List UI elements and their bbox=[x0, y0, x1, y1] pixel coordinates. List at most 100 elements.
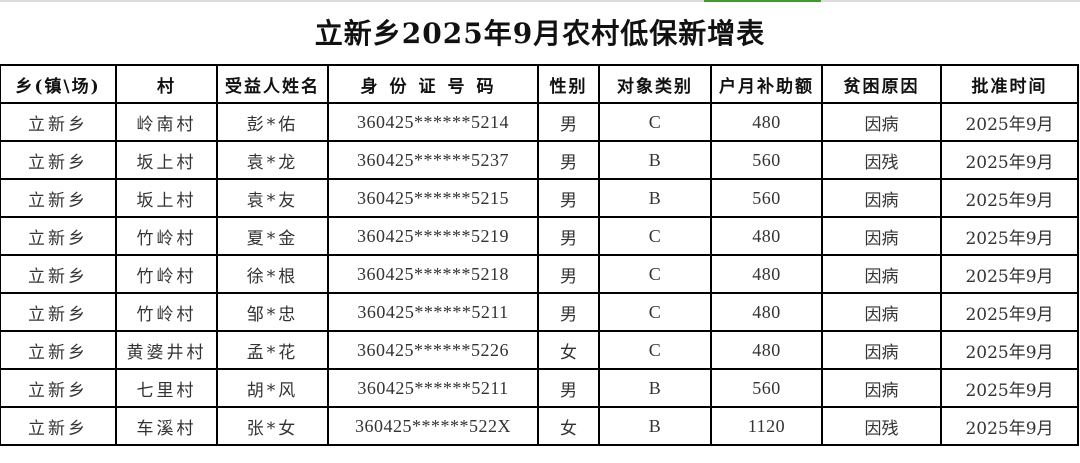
cell-category[interactable]: B bbox=[598, 368, 712, 408]
cell-gender[interactable]: 男 bbox=[537, 178, 600, 218]
table-row: 立新乡 坂上村 袁*友 360425******5215 男 B 560 因病 2025年9月 bbox=[0, 178, 1079, 218]
cell-township[interactable]: 立新乡 bbox=[0, 216, 117, 256]
cell-township[interactable]: 立新乡 bbox=[0, 178, 117, 218]
column-header-id-number[interactable]: 身份证号码 bbox=[327, 64, 539, 104]
cell-id-number[interactable]: 360425******5219 bbox=[327, 216, 539, 256]
cell-monthly-subsidy[interactable]: 480 bbox=[710, 102, 823, 142]
cell-id-number[interactable]: 360425******5214 bbox=[327, 102, 539, 142]
cell-id-number[interactable]: 360425******5215 bbox=[327, 178, 539, 218]
cell-gender[interactable]: 男 bbox=[537, 368, 600, 408]
cell-monthly-subsidy[interactable]: 1120 bbox=[710, 406, 823, 446]
cell-gender[interactable]: 女 bbox=[537, 330, 600, 370]
table-row: 立新乡 车溪村 张*女 360425******522X 女 B 1120 因残 2025年9月 bbox=[0, 406, 1079, 446]
cell-monthly-subsidy[interactable]: 480 bbox=[710, 254, 823, 294]
cell-name[interactable]: 夏*金 bbox=[216, 216, 329, 256]
column-header-category[interactable]: 对象类别 bbox=[598, 64, 712, 104]
cell-poverty-reason[interactable]: 因病 bbox=[821, 368, 942, 408]
cell-category[interactable]: B bbox=[598, 178, 712, 218]
cell-id-number[interactable]: 360425******5237 bbox=[327, 140, 539, 180]
cell-category[interactable]: C bbox=[598, 216, 712, 256]
cell-gender[interactable]: 男 bbox=[537, 140, 600, 180]
cell-approval-date[interactable]: 2025年9月 bbox=[940, 292, 1079, 332]
cell-category[interactable]: C bbox=[598, 102, 712, 142]
cell-poverty-reason[interactable]: 因病 bbox=[821, 178, 942, 218]
cell-village[interactable]: 车溪村 bbox=[115, 406, 218, 446]
cell-id-number[interactable]: 360425******5226 bbox=[327, 330, 539, 370]
cell-village[interactable]: 七里村 bbox=[115, 368, 218, 408]
cell-monthly-subsidy[interactable]: 560 bbox=[710, 140, 823, 180]
cell-approval-date[interactable]: 2025年9月 bbox=[940, 406, 1079, 446]
cell-village[interactable]: 竹岭村 bbox=[115, 216, 218, 256]
cell-monthly-subsidy[interactable]: 480 bbox=[710, 216, 823, 256]
table-row: 立新乡 竹岭村 徐*根 360425******5218 男 C 480 因病 2025年9月 bbox=[0, 254, 1079, 294]
cell-approval-date[interactable]: 2025年9月 bbox=[940, 178, 1079, 218]
cell-name[interactable]: 袁*龙 bbox=[216, 140, 329, 180]
cell-id-number[interactable]: 360425******522X bbox=[327, 406, 539, 446]
table-row: 立新乡 七里村 胡*风 360425******5211 男 B 560 因病 2025年9月 bbox=[0, 368, 1079, 408]
cell-gender[interactable]: 女 bbox=[537, 406, 600, 446]
cell-village[interactable]: 竹岭村 bbox=[115, 292, 218, 332]
cell-category[interactable]: C bbox=[598, 330, 712, 370]
cell-approval-date[interactable]: 2025年9月 bbox=[940, 102, 1079, 142]
cell-poverty-reason[interactable]: 因病 bbox=[821, 330, 942, 370]
cell-approval-date[interactable]: 2025年9月 bbox=[940, 140, 1079, 180]
cell-id-number[interactable]: 360425******5211 bbox=[327, 292, 539, 332]
cell-category[interactable]: C bbox=[598, 254, 712, 294]
cell-township[interactable]: 立新乡 bbox=[0, 254, 117, 294]
cell-name[interactable]: 徐*根 bbox=[216, 254, 329, 294]
cell-township[interactable]: 立新乡 bbox=[0, 368, 117, 408]
cell-monthly-subsidy[interactable]: 480 bbox=[710, 292, 823, 332]
table-row: 立新乡 竹岭村 邹*忠 360425******5211 男 C 480 因病 2025年9月 bbox=[0, 292, 1079, 332]
header-row: 乡(镇\场) 村受益人姓名 身份证号码 性别 对象类别 户月补助额 贫困原因 批准时间 bbox=[0, 64, 1079, 104]
cell-name[interactable]: 袁*友 bbox=[216, 178, 329, 218]
cell-approval-date[interactable]: 2025年9月 bbox=[940, 330, 1079, 370]
cell-poverty-reason[interactable]: 因病 bbox=[821, 254, 942, 294]
page-title: 立新乡2025年9月农村低保新增表 bbox=[314, 17, 766, 50]
cell-category[interactable]: B bbox=[598, 406, 712, 446]
cell-village[interactable]: 坂上村 bbox=[115, 178, 218, 218]
cell-poverty-reason[interactable]: 因病 bbox=[821, 102, 942, 142]
cell-poverty-reason[interactable]: 因病 bbox=[821, 216, 942, 256]
table-row: 立新乡 岭南村 彭*佑 360425******5214 男 C 480 因病 2025年9月 bbox=[0, 102, 1079, 142]
cell-monthly-subsidy[interactable]: 560 bbox=[710, 368, 823, 408]
cell-monthly-subsidy[interactable]: 560 bbox=[710, 178, 823, 218]
cell-township[interactable]: 立新乡 bbox=[0, 102, 117, 142]
cell-gender[interactable]: 男 bbox=[537, 102, 600, 142]
data-table: 乡(镇\场) 村受益人姓名 身份证号码 性别 对象类别 户月补助额 贫困原因 批准时间 立新乡… bbox=[0, 64, 1079, 446]
cell-village[interactable]: 黄婆井村 bbox=[115, 330, 218, 370]
cell-approval-date[interactable]: 2025年9月 bbox=[940, 216, 1079, 256]
column-header-township[interactable]: 乡(镇\场) bbox=[0, 64, 117, 104]
cell-village[interactable]: 坂上村 bbox=[115, 140, 218, 180]
cell-township[interactable]: 立新乡 bbox=[0, 330, 117, 370]
cell-township[interactable]: 立新乡 bbox=[0, 140, 117, 180]
cell-gender[interactable]: 男 bbox=[537, 292, 600, 332]
cell-name[interactable]: 张*女 bbox=[216, 406, 329, 446]
column-header-approval-date[interactable]: 批准时间 bbox=[940, 64, 1079, 104]
column-header-village[interactable]: 村 bbox=[115, 64, 218, 104]
cell-name[interactable]: 邹*忠 bbox=[216, 292, 329, 332]
cell-name[interactable]: 孟*花 bbox=[216, 330, 329, 370]
cell-township[interactable]: 立新乡 bbox=[0, 292, 117, 332]
column-header-monthly-subsidy[interactable]: 户月补助额 bbox=[710, 64, 823, 104]
cell-poverty-reason[interactable]: 因病 bbox=[821, 292, 942, 332]
cell-gender[interactable]: 男 bbox=[537, 216, 600, 256]
cell-gender[interactable]: 男 bbox=[537, 254, 600, 294]
cell-name[interactable]: 胡*风 bbox=[216, 368, 329, 408]
cell-id-number[interactable]: 360425******5211 bbox=[327, 368, 539, 408]
cell-village[interactable]: 岭南村 bbox=[115, 102, 218, 142]
cell-id-number[interactable]: 360425******5218 bbox=[327, 254, 539, 294]
cell-category[interactable]: B bbox=[598, 140, 712, 180]
cell-approval-date[interactable]: 2025年9月 bbox=[940, 254, 1079, 294]
cell-poverty-reason[interactable]: 因残 bbox=[821, 406, 942, 446]
column-header-name[interactable]: 受益人姓名 bbox=[216, 64, 329, 104]
cell-category[interactable]: C bbox=[598, 292, 712, 332]
cell-approval-date[interactable]: 2025年9月 bbox=[940, 368, 1079, 408]
table-row: 立新乡 竹岭村 夏*金 360425******5219 男 C 480 因病 2025年9月 bbox=[0, 216, 1079, 256]
cell-poverty-reason[interactable]: 因残 bbox=[821, 140, 942, 180]
cell-monthly-subsidy[interactable]: 480 bbox=[710, 330, 823, 370]
cell-name[interactable]: 彭*佑 bbox=[216, 102, 329, 142]
column-header-poverty-reason[interactable]: 贫困原因 bbox=[821, 64, 942, 104]
cell-township[interactable]: 立新乡 bbox=[0, 406, 117, 446]
cell-village[interactable]: 竹岭村 bbox=[115, 254, 218, 294]
column-header-gender[interactable]: 性别 bbox=[537, 64, 600, 104]
